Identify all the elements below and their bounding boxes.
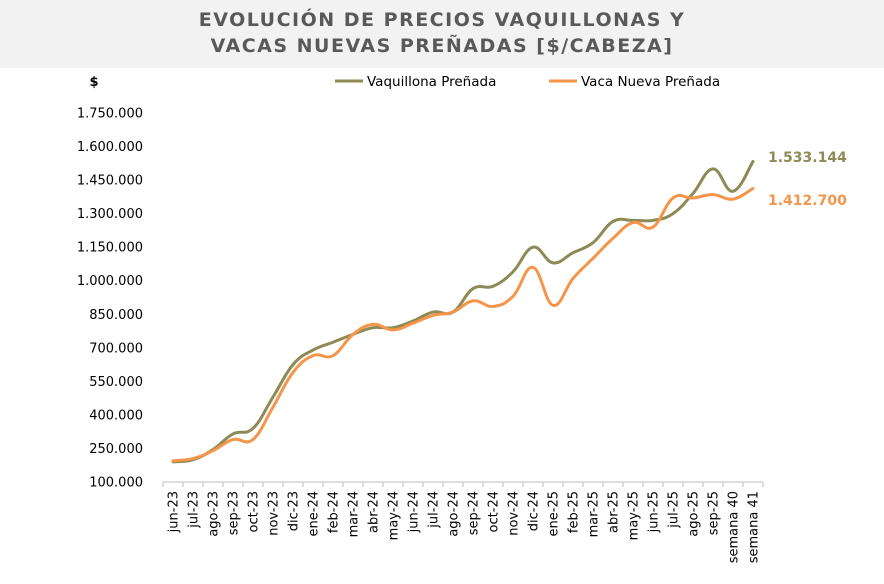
x-tick-label: ago-25 bbox=[687, 491, 702, 537]
legend-item-vaca-nueva-prenada: Vaca Nueva Preñada bbox=[581, 74, 720, 90]
y-tick-label: 1.000.000 bbox=[77, 274, 143, 289]
x-tick-label: dic-24 bbox=[527, 491, 542, 531]
x-tick-label: nov-23 bbox=[267, 491, 282, 536]
x-tick-label: oct-24 bbox=[487, 491, 502, 532]
x-tick-label: jul-25 bbox=[667, 491, 682, 529]
x-tick-label: mar-25 bbox=[587, 491, 602, 537]
x-tick-label: jun-25 bbox=[647, 491, 662, 533]
x-tick-label: jul-23 bbox=[187, 491, 202, 529]
x-tick-label: may-25 bbox=[627, 491, 642, 540]
x-tick-label: sep-23 bbox=[227, 491, 242, 535]
y-tick-label: 550.000 bbox=[89, 375, 143, 390]
x-tick-label: abr-25 bbox=[607, 491, 622, 533]
x-tick-label: semana 40 bbox=[727, 491, 742, 563]
y-axis-labels: $100.000 250.000 400.000 550.000 700.000 850.… bbox=[77, 75, 143, 491]
y-tick-label: 1.450.000 bbox=[77, 174, 143, 189]
legend: Vaquillona Preñada Vaca Nueva Preñada bbox=[335, 74, 720, 90]
x-tick-label: oct-23 bbox=[247, 491, 262, 532]
legend-item-vaquillona-prenada: Vaquillona Preñada bbox=[367, 74, 496, 90]
x-tick-label: dic-23 bbox=[287, 491, 302, 531]
x-tick-label: nov-24 bbox=[507, 491, 522, 536]
x-tick-label: jun-24 bbox=[407, 491, 422, 533]
x-tick-label: sep-25 bbox=[707, 491, 722, 535]
y-tick-label: 1.150.000 bbox=[77, 241, 143, 256]
chart-title-line-2: VACAS NUEVAS PREÑADAS [$/CABEZA] bbox=[210, 35, 674, 57]
axes bbox=[162, 481, 764, 487]
x-tick-label: may-24 bbox=[387, 491, 402, 540]
y-tick-label: 250.000 bbox=[89, 442, 143, 457]
end-labels: 1.533.144 1.412.700 bbox=[768, 150, 847, 209]
x-tick-label: ago-24 bbox=[447, 491, 462, 537]
y-tick-label: 1.300.000 bbox=[77, 207, 143, 222]
x-tick-label: jul-24 bbox=[427, 491, 442, 529]
x-tick-label: sep-24 bbox=[467, 491, 482, 535]
series-line-vaca-nueva-prenada bbox=[171, 186, 755, 463]
x-tick-label: ene-24 bbox=[307, 491, 322, 536]
y-axis-unit-label: $ bbox=[89, 75, 98, 90]
y-tick-label: 700.000 bbox=[89, 341, 143, 356]
x-tick-label: semana 41 bbox=[747, 491, 762, 563]
y-tick-label: 1.600.000 bbox=[77, 140, 143, 155]
chart-title-line-1: EVOLUCIÓN DE PRECIOS VAQUILLONAS Y bbox=[198, 9, 686, 31]
series-lines bbox=[171, 159, 755, 464]
x-tick-label: feb-24 bbox=[327, 491, 342, 533]
x-tick-label: ago-23 bbox=[207, 491, 222, 537]
y-tick-label: 850.000 bbox=[89, 308, 143, 323]
series-line-vaquillona-prenada bbox=[171, 159, 755, 464]
end-value-label: 1.412.700 bbox=[768, 193, 847, 209]
y-tick-label: 1.750.000 bbox=[77, 107, 143, 122]
title-band: EVOLUCIÓN DE PRECIOS VAQUILLONAS Y VACAS… bbox=[0, 0, 884, 68]
y-tick-label: 100.000 bbox=[89, 476, 143, 491]
x-tick-label: ene-25 bbox=[547, 491, 562, 536]
x-tick-label: jun-23 bbox=[167, 491, 182, 533]
x-axis-labels: jun-23 jul-23 ago-23 sep-23 oct-23 nov-23 dic-… bbox=[167, 491, 762, 563]
x-tick-label: feb-25 bbox=[567, 491, 582, 533]
end-value-label: 1.533.144 bbox=[768, 150, 847, 166]
y-tick-label: 400.000 bbox=[89, 408, 143, 423]
x-tick-label: abr-24 bbox=[367, 491, 382, 533]
x-tick-label: mar-24 bbox=[347, 491, 362, 537]
